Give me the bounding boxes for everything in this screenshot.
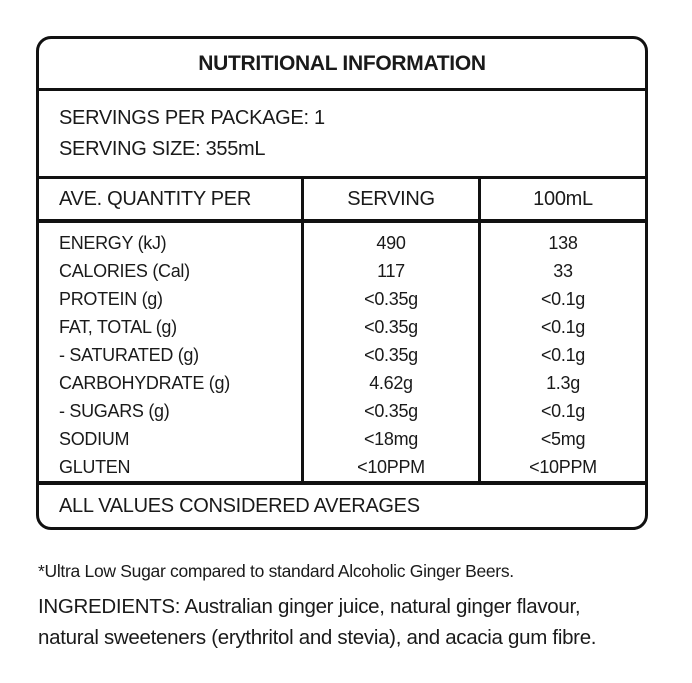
per-100ml-value: <10PPM	[529, 457, 597, 477]
nutrition-label-title: NUTRITIONAL INFORMATION	[39, 39, 645, 91]
serving-size-text: SERVING SIZE: 355mL	[59, 138, 266, 160]
per-100ml-value: 1.3g	[546, 373, 580, 393]
per-100ml-values-column: 138 33 <0.1g <0.1g <0.1g 1.3g <0.1g <5mg…	[478, 223, 645, 481]
serving-value: <0.35g	[364, 317, 418, 337]
ingredients-text: INGREDIENTS: Australian ginger juice, na…	[38, 595, 597, 649]
per-100ml-value: <0.1g	[540, 345, 586, 365]
per-100ml-value: <0.1g	[540, 289, 586, 309]
per-100ml-value: 138	[548, 233, 578, 253]
per-100ml-value: <0.1g	[540, 317, 586, 337]
nutrition-label-panel: NUTRITIONAL INFORMATION SERVINGS PER PAC…	[36, 36, 648, 530]
serving-value: <10PPM	[357, 457, 425, 477]
serving-value: 490	[376, 233, 406, 253]
nutrient-name: GLUTEN	[59, 457, 131, 477]
servings-section: SERVINGS PER PACKAGE: 1 SERVING SIZE: 35…	[39, 91, 645, 179]
serving-value: 117	[377, 261, 405, 281]
per-100ml-value: <0.1g	[540, 401, 586, 421]
per-100ml-value: <5mg	[540, 429, 586, 449]
ultra-low-sugar-footnote: *Ultra Low Sugar compared to standard Al…	[38, 561, 514, 581]
servings-per-package-text: SERVINGS PER PACKAGE: 1	[59, 107, 325, 129]
nutrient-name: - SATURATED (g)	[59, 345, 199, 365]
table-body: ENERGY (kJ) CALORIES (Cal) PROTEIN (g) F…	[39, 223, 645, 485]
nutrient-name: ENERGY (kJ)	[59, 233, 167, 253]
nutrient-name: PROTEIN (g)	[59, 289, 163, 309]
serving-value: <18mg	[363, 429, 419, 449]
nutrient-name: CARBOHYDRATE (g)	[59, 373, 230, 393]
column-header-serving: SERVING	[301, 179, 478, 219]
nutrient-name-column: ENERGY (kJ) CALORIES (Cal) PROTEIN (g) F…	[39, 223, 301, 481]
nutrient-name: CALORIES (Cal)	[59, 261, 190, 281]
column-header-quantity: AVE. QUANTITY PER	[59, 187, 251, 210]
column-header-100ml: 100mL	[478, 179, 645, 219]
serving-value: 4.62g	[369, 373, 413, 393]
averages-footer-text: ALL VALUES CONSIDERED AVERAGES	[59, 494, 420, 517]
serving-value: <0.35g	[364, 401, 418, 421]
per-100ml-value: 33	[553, 261, 573, 281]
nutrient-name: - SUGARS (g)	[59, 401, 170, 421]
nutrient-name: SODIUM	[59, 429, 130, 449]
serving-value: <0.35g	[364, 289, 418, 309]
serving-values-column: 490 117 <0.35g <0.35g <0.35g 4.62g <0.35…	[301, 223, 478, 481]
nutrient-name: FAT, TOTAL (g)	[59, 317, 177, 337]
serving-value: <0.35g	[364, 345, 418, 365]
table-header-row: AVE. QUANTITY PER SERVING 100mL	[39, 179, 645, 223]
